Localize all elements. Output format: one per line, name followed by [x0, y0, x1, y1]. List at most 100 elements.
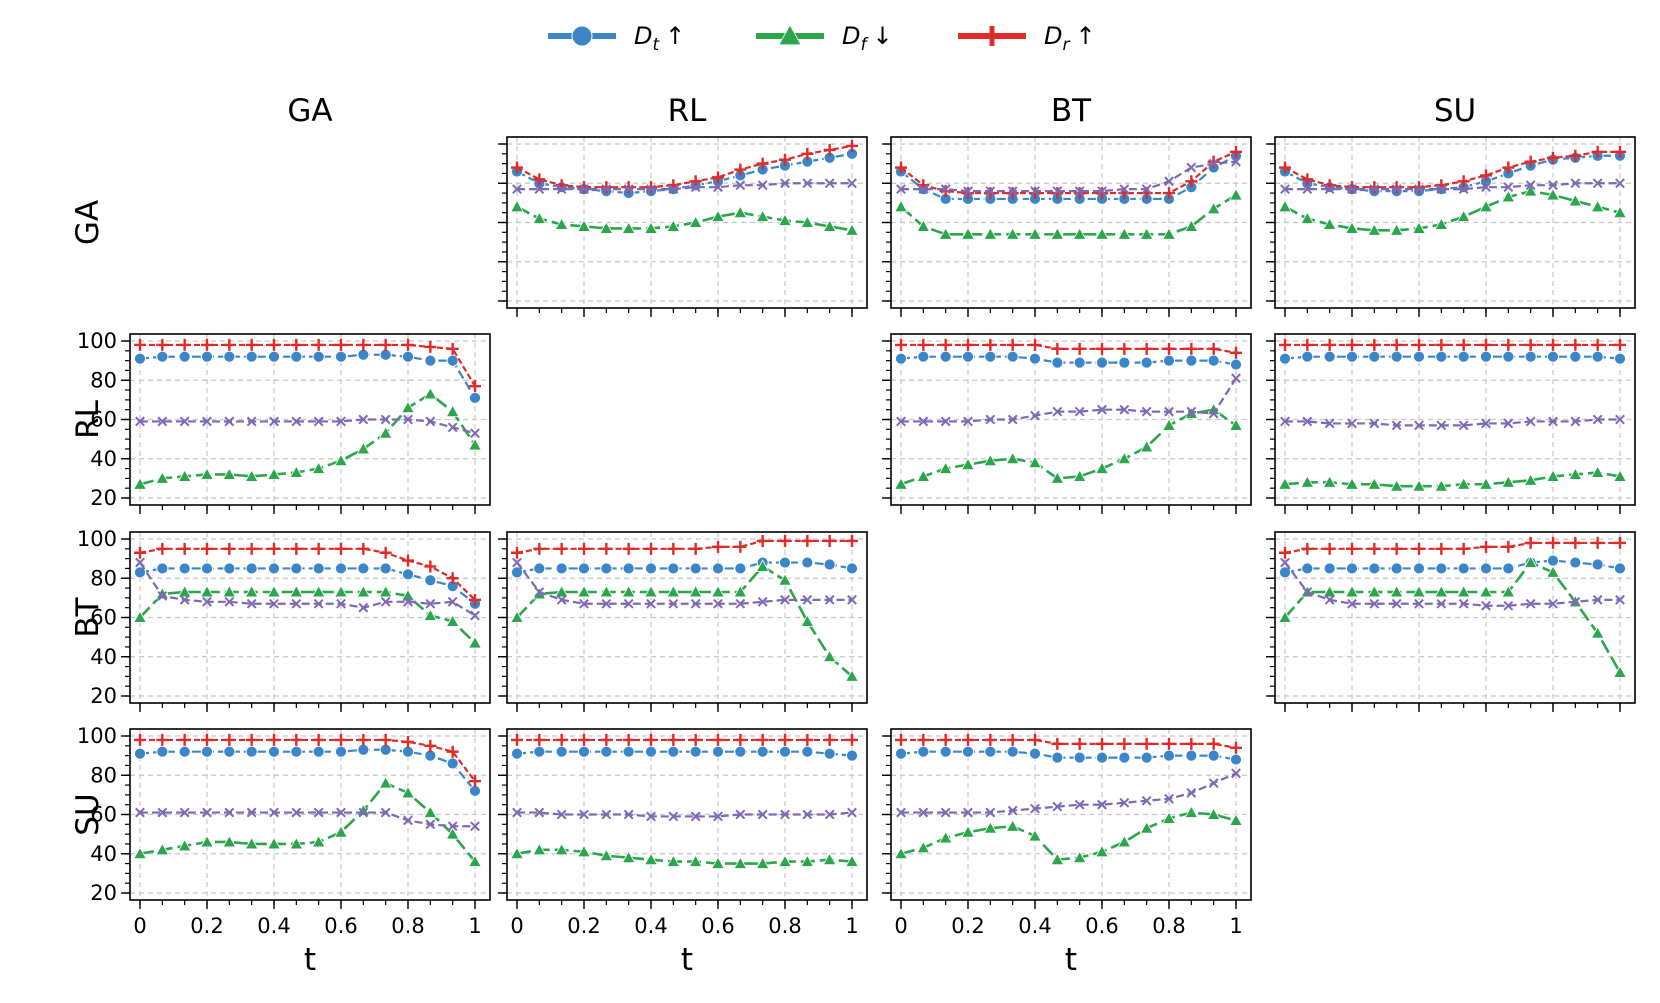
series-dt [1278, 350, 1627, 365]
data-point-dr [1207, 342, 1220, 355]
data-point-dr [424, 340, 437, 353]
data-point-df [1613, 205, 1627, 219]
data-point-dt [577, 745, 591, 758]
data-point-df [621, 584, 636, 598]
data-point-df [1456, 477, 1471, 490]
data-point-other [1436, 420, 1447, 431]
series-line-df [139, 392, 477, 486]
data-point-df [1412, 584, 1426, 598]
data-point-other [623, 184, 634, 195]
data-point-other [646, 184, 656, 195]
series-other [135, 807, 480, 832]
series-line-other [901, 160, 1237, 193]
data-point-df [599, 584, 614, 598]
data-point-df [778, 573, 792, 586]
data-point-dr [268, 733, 280, 746]
y-axis-ticks [498, 735, 507, 894]
data-point-dt [1368, 350, 1381, 363]
data-point-df [1389, 479, 1404, 492]
data-point-dr [402, 735, 414, 748]
data-point-dr [1457, 542, 1470, 555]
data-point-dr [895, 161, 907, 174]
data-point-df [733, 584, 748, 598]
legend: Dt ↑ Df ↓ Dr ↑ [548, 22, 1096, 55]
data-point-other [985, 186, 996, 197]
data-point-other [1615, 178, 1625, 189]
data-point-dr [1346, 338, 1358, 351]
x-tick-label: 0 [894, 914, 907, 938]
series-dt [894, 745, 1243, 766]
data-point-other [1525, 416, 1536, 427]
data-point-dt [245, 350, 258, 363]
data-point-dr [984, 338, 997, 351]
data-point-dr [1006, 733, 1019, 746]
data-point-dr [917, 733, 930, 746]
data-point-dt [1095, 356, 1109, 369]
data-point-other [735, 180, 746, 191]
data-point-other [470, 610, 480, 621]
data-point-other [1030, 410, 1040, 421]
data-point-other [269, 598, 279, 609]
data-point-dr [134, 733, 146, 746]
data-point-df [1501, 475, 1516, 488]
data-point-dr [335, 542, 347, 555]
data-point-df [1117, 834, 1132, 848]
data-point-df [1479, 199, 1493, 213]
data-point-df [1523, 473, 1538, 486]
data-point-df [289, 836, 304, 850]
data-point-df [666, 854, 681, 867]
series-line-dr [140, 343, 476, 387]
data-point-dt [689, 745, 702, 758]
data-point-other [1481, 182, 1491, 193]
data-point-other [757, 809, 768, 820]
data-point-df [133, 846, 147, 860]
data-point-dr [1323, 338, 1336, 351]
data-point-dr [223, 733, 236, 746]
data-point-dt [334, 562, 348, 575]
series-line-other [517, 811, 853, 818]
data-point-dr [178, 542, 191, 555]
data-point-dr [939, 338, 952, 351]
data-point-dr [779, 733, 791, 746]
data-point-dt [334, 350, 348, 363]
x-tick-label: 0.6 [324, 914, 357, 938]
series-other [512, 178, 857, 195]
data-point-other [1324, 184, 1335, 195]
data-point-other [534, 587, 545, 597]
data-point-dr [1524, 155, 1537, 168]
y-axis-ticks: 20 40 60 80 100 [77, 724, 130, 905]
data-point-dt [334, 745, 348, 758]
data-point-df [510, 610, 524, 623]
data-point-dr [779, 534, 791, 547]
series-dt [894, 149, 1243, 206]
data-point-other [690, 598, 701, 609]
data-point-df [1590, 626, 1605, 639]
data-point-dr [1185, 737, 1198, 750]
data-point-other [336, 416, 346, 427]
data-point-df [133, 477, 147, 490]
data-point-dr [290, 338, 303, 351]
data-point-dr [201, 733, 213, 746]
data-point-dr [357, 338, 370, 351]
data-point-dr [533, 173, 546, 186]
data-point-df [244, 836, 259, 850]
data-point-other [447, 821, 458, 832]
data-point-other [1570, 416, 1581, 427]
data-point-dr [1502, 540, 1515, 553]
data-point-other [1414, 184, 1424, 195]
legend-marker [778, 24, 802, 46]
data-point-df [1300, 211, 1315, 224]
x-tick-label: 0.4 [257, 914, 290, 938]
data-point-other [1052, 406, 1063, 417]
data-point-dt [446, 354, 459, 367]
data-point-dt [689, 562, 702, 575]
data-point-df [1322, 475, 1337, 488]
x-axis-ticks [1284, 505, 1621, 514]
data-point-dr [756, 157, 769, 170]
data-point-other [157, 591, 168, 601]
data-point-dr [1230, 346, 1242, 359]
data-point-dr [290, 733, 303, 746]
data-point-other [425, 598, 436, 609]
series-dr [511, 534, 858, 559]
y-axis-ticks [1266, 340, 1275, 499]
